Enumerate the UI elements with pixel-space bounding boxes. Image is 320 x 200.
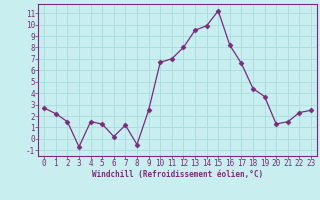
X-axis label: Windchill (Refroidissement éolien,°C): Windchill (Refroidissement éolien,°C) <box>92 170 263 179</box>
